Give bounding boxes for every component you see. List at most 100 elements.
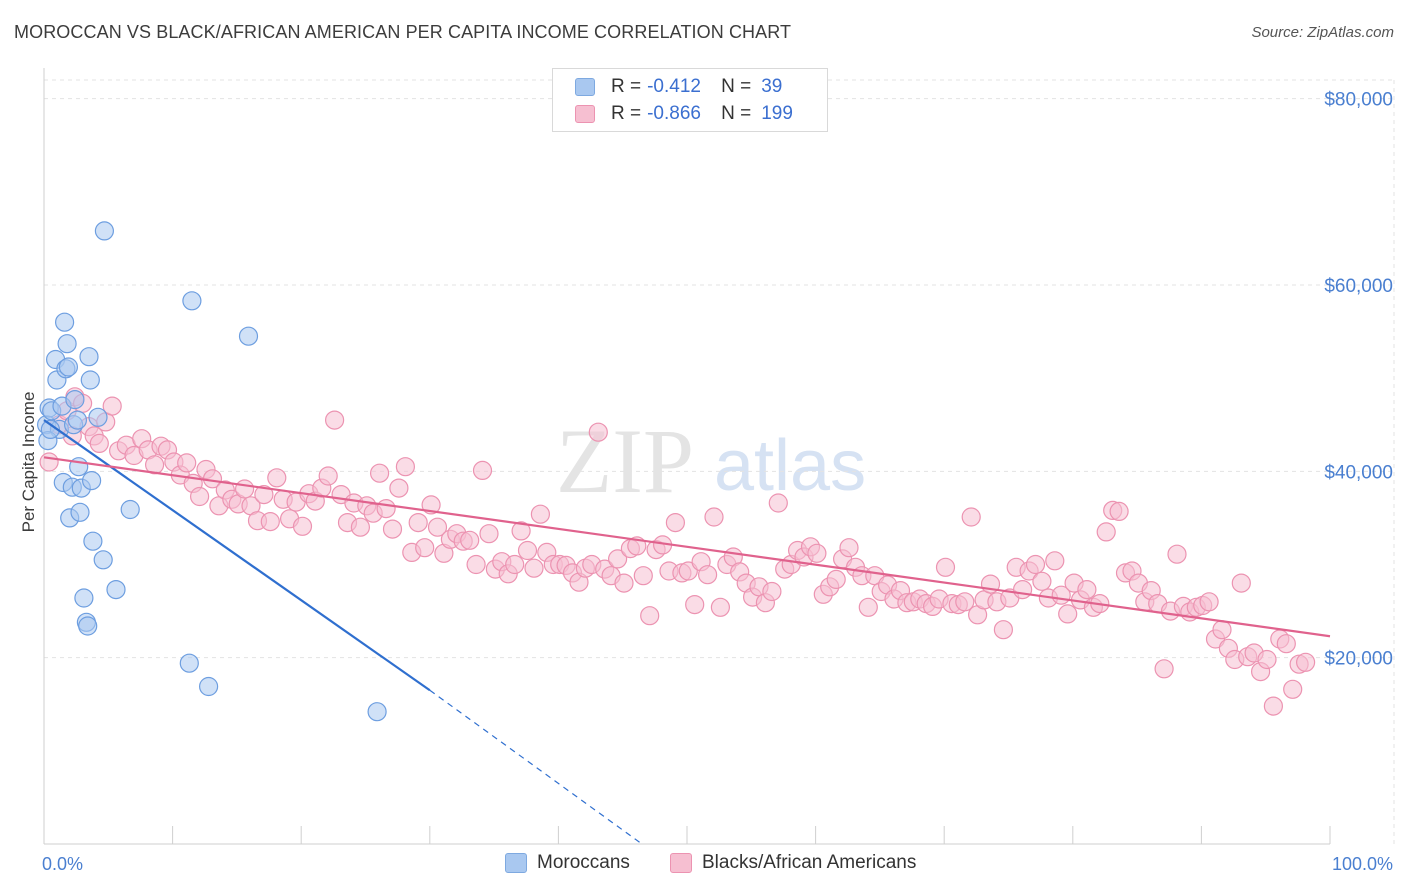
moroccan-point [83, 531, 103, 551]
source-label: Source: ZipAtlas.com [1251, 24, 1394, 41]
black-point [1058, 604, 1078, 624]
legend-n-label: N = [721, 76, 752, 97]
black-point [479, 524, 499, 544]
black-point [614, 573, 634, 593]
black-point [260, 511, 280, 532]
black-point [318, 466, 338, 486]
legend-row-blacks: R = -0.866 N = 199 [575, 102, 793, 126]
moroccan-point [74, 588, 94, 608]
y-axis-label: Per Capita Income [19, 392, 38, 533]
black-point [839, 538, 859, 558]
x-tick-label: 100.0% [1332, 854, 1393, 874]
trend-lines [43, 419, 1331, 845]
moroccan-point [80, 370, 100, 390]
black-point [858, 597, 878, 617]
black-point [1109, 501, 1129, 521]
black-point [1212, 620, 1232, 640]
stats-legend: R = -0.412 N = 39 R = -0.866 N = 199 [552, 68, 828, 132]
black-point [826, 569, 846, 590]
legend-r-value: -0.412 [647, 76, 701, 97]
x-tick-labels: 0.0% 100.0% [42, 854, 1393, 874]
black-point [1077, 579, 1097, 600]
moroccan-point [238, 326, 259, 346]
black-point [993, 620, 1014, 640]
black-point [697, 565, 718, 585]
watermark-zip: ZIP [556, 410, 694, 512]
legend-r-label: R = [611, 103, 642, 124]
black-point [1276, 634, 1296, 654]
black-point [460, 530, 480, 550]
moroccan-point [58, 357, 79, 377]
black-point [427, 517, 448, 537]
black-point [1283, 679, 1303, 699]
black-point [704, 507, 724, 527]
legend-r-label: R = [611, 76, 642, 97]
y-tick-label: $20,000 [1324, 649, 1393, 670]
black-point [1025, 554, 1046, 575]
moroccan-point [93, 550, 113, 570]
moroccan-point [182, 291, 202, 311]
black-point [1295, 652, 1316, 672]
moroccan-point [65, 390, 85, 410]
legend-item-blacks[interactable]: Blacks/African Americans [670, 852, 916, 874]
black-point [389, 478, 409, 498]
black-point [395, 457, 415, 477]
moroccan-point [106, 579, 126, 600]
y-tick-label: $40,000 [1324, 462, 1393, 483]
legend-swatch-moroccans [575, 78, 595, 96]
moroccan-point [54, 312, 75, 332]
moroccan-point [79, 347, 99, 367]
black-point [1096, 522, 1116, 542]
black-point [350, 517, 370, 537]
black-point [408, 512, 428, 533]
legend-n-label: N = [721, 103, 752, 124]
black-trend-line [43, 456, 1331, 638]
legend-swatch-blacks [575, 105, 595, 123]
watermark-atlas: atlas [714, 426, 866, 506]
moroccan-point [67, 410, 88, 430]
black-point [472, 460, 493, 480]
black-point [1231, 573, 1251, 593]
black-point [517, 540, 538, 561]
black-point [254, 485, 274, 505]
black-point [1154, 659, 1174, 679]
moroccan-trend-line [43, 419, 431, 692]
moroccan-point [367, 702, 387, 722]
black-point [89, 433, 109, 453]
black-point [102, 396, 122, 416]
black-point [665, 512, 686, 533]
black-point [768, 493, 788, 513]
black-point [961, 507, 981, 527]
black-point [505, 554, 525, 575]
black-point [607, 549, 628, 569]
legend-swatch-moroccans [505, 853, 527, 873]
legend-label-blacks: Blacks/African Americans [702, 852, 917, 873]
black-point [421, 495, 441, 515]
series-blacks-points [39, 387, 1316, 716]
chart-title: MOROCCAN VS BLACK/AFRICAN AMERICAN PER C… [14, 22, 792, 42]
legend-n-value: 39 [761, 76, 783, 97]
black-point [762, 581, 782, 602]
legend-swatch-blacks [670, 853, 692, 873]
moroccan-point [120, 499, 140, 520]
black-point [292, 516, 313, 536]
black-point [415, 538, 435, 558]
black-point [382, 519, 403, 539]
moroccan-point [57, 334, 77, 354]
series-moroccans-points [36, 221, 387, 722]
black-point [466, 554, 486, 575]
legend-item-moroccans[interactable]: Moroccans [505, 852, 630, 874]
black-point [524, 558, 544, 578]
moroccan-point [40, 419, 61, 439]
x-tick-label: 0.0% [42, 854, 83, 874]
moroccan-point [88, 407, 108, 427]
black-point [1167, 544, 1187, 564]
black-point [1257, 649, 1277, 670]
black-point [640, 606, 660, 626]
black-point [588, 422, 608, 442]
black-point [955, 592, 975, 612]
moroccan-point [199, 676, 219, 697]
moroccan-point [94, 221, 115, 241]
series-legend: Moroccans Blacks/African Americans [0, 852, 1406, 876]
